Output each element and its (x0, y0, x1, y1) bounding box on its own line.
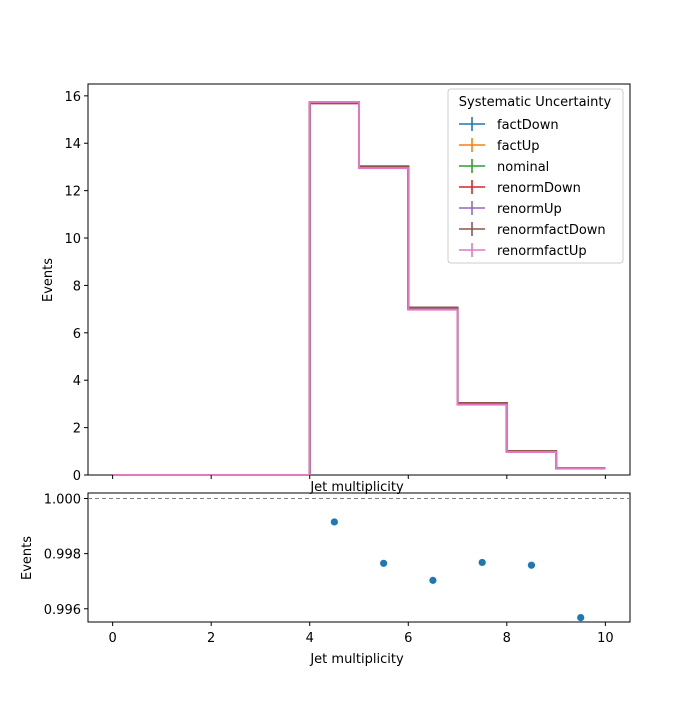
ratio-y-ticks: 0.996 0.998 1.000 (44, 493, 88, 618)
series-step-renormfactUp (112, 101, 606, 476)
main-y-tick-label: 2 (73, 422, 81, 437)
ratio-axes-frame (87, 492, 631, 623)
legend-title: Systematic Uncertainty (459, 95, 612, 110)
ratio-y-tick-label: 0.996 (44, 603, 81, 618)
main-y-tick-label: 14 (64, 137, 81, 152)
ratio-panel: 0.996 0.998 1.000 0 2 4 6 8 10 Events Jet multi… (20, 492, 631, 667)
ratio-point (429, 576, 437, 584)
legend-box (447, 88, 624, 264)
ratio-y-axis-label: Events (20, 536, 35, 580)
legend-label-factDown: factDown (497, 118, 559, 133)
legend-label-nominal: nominal (497, 160, 549, 175)
ratio-point (577, 613, 585, 622)
legend-entries: factDown factUp nominal renormDown renormUp r… (459, 117, 606, 259)
ratio-point (330, 518, 338, 526)
ratio-x-tick-label: 10 (597, 631, 614, 646)
legend-label-renormDown: renormDown (497, 181, 581, 196)
main-y-tick-label: 0 (73, 469, 81, 484)
ratio-x-tick-label: 0 (108, 631, 116, 646)
ratio-x-tick-label: 2 (207, 631, 215, 646)
main-axes-frame (87, 83, 631, 476)
main-x-axis-label: Jet multiplicity (309, 480, 404, 495)
ratio-y-tick-label: 0.998 (44, 548, 81, 563)
ratio-point (527, 561, 536, 569)
legend-label-renormUp: renormUp (497, 202, 562, 217)
ratio-point (380, 559, 388, 567)
main-y-tick-label: 6 (73, 327, 81, 342)
ratio-x-ticks: 0 2 4 6 8 10 (108, 622, 614, 646)
ratio-x-tick-label: 4 (306, 631, 314, 646)
main-y-tick-label: 8 (73, 279, 81, 294)
legend-label-renormfactDown: renormfactDown (497, 223, 606, 238)
ratio-x-tick-label: 8 (503, 631, 511, 646)
main-histogram-panel: 0 2 4 6 8 10 12 14 16 Events Jet multiplicity Sy… (41, 83, 631, 495)
main-y-tick-label: 12 (64, 185, 81, 200)
legend-label-factUp: factUp (497, 139, 540, 154)
ratio-x-axis-label: Jet multiplicity (309, 652, 404, 667)
ratio-points-group (330, 518, 585, 622)
main-series-group (112, 101, 606, 476)
legend-label-renormfactUp: renormfactUp (497, 244, 587, 259)
ratio-x-tick-label: 6 (404, 631, 412, 646)
legend: Systematic Uncertainty factDown factUp nom… (447, 88, 624, 264)
ratio-point (478, 558, 486, 567)
main-y-axis-label: Events (41, 258, 56, 302)
main-x-ticks (112, 475, 606, 479)
main-y-tick-label: 16 (64, 90, 81, 105)
main-y-ticks: 0 2 4 6 8 10 12 14 16 (64, 90, 88, 484)
main-y-tick-label: 4 (73, 374, 81, 389)
ratio-y-tick-label: 1.000 (44, 493, 81, 508)
main-y-tick-label: 10 (64, 232, 81, 247)
